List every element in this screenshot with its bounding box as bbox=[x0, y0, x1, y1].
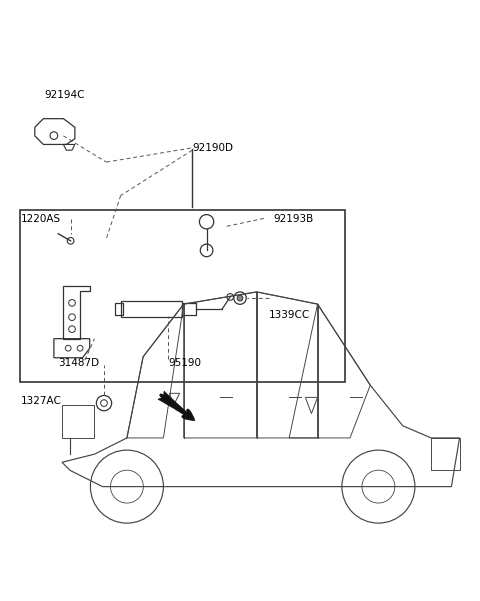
Bar bbox=[120, 301, 181, 317]
Bar bbox=[181, 303, 196, 315]
Text: 92193B: 92193B bbox=[274, 215, 313, 224]
Text: 31487D: 31487D bbox=[59, 358, 100, 368]
Text: 95190: 95190 bbox=[168, 358, 202, 368]
Text: 1327AC: 1327AC bbox=[21, 395, 61, 406]
Bar bbox=[21, 210, 345, 382]
Text: 92190D: 92190D bbox=[192, 143, 233, 153]
Text: 1339CC: 1339CC bbox=[269, 310, 310, 320]
Text: 1220AS: 1220AS bbox=[21, 215, 60, 224]
Text: 92194C: 92194C bbox=[44, 90, 85, 100]
Bar bbox=[115, 303, 123, 315]
Circle shape bbox=[237, 295, 243, 301]
